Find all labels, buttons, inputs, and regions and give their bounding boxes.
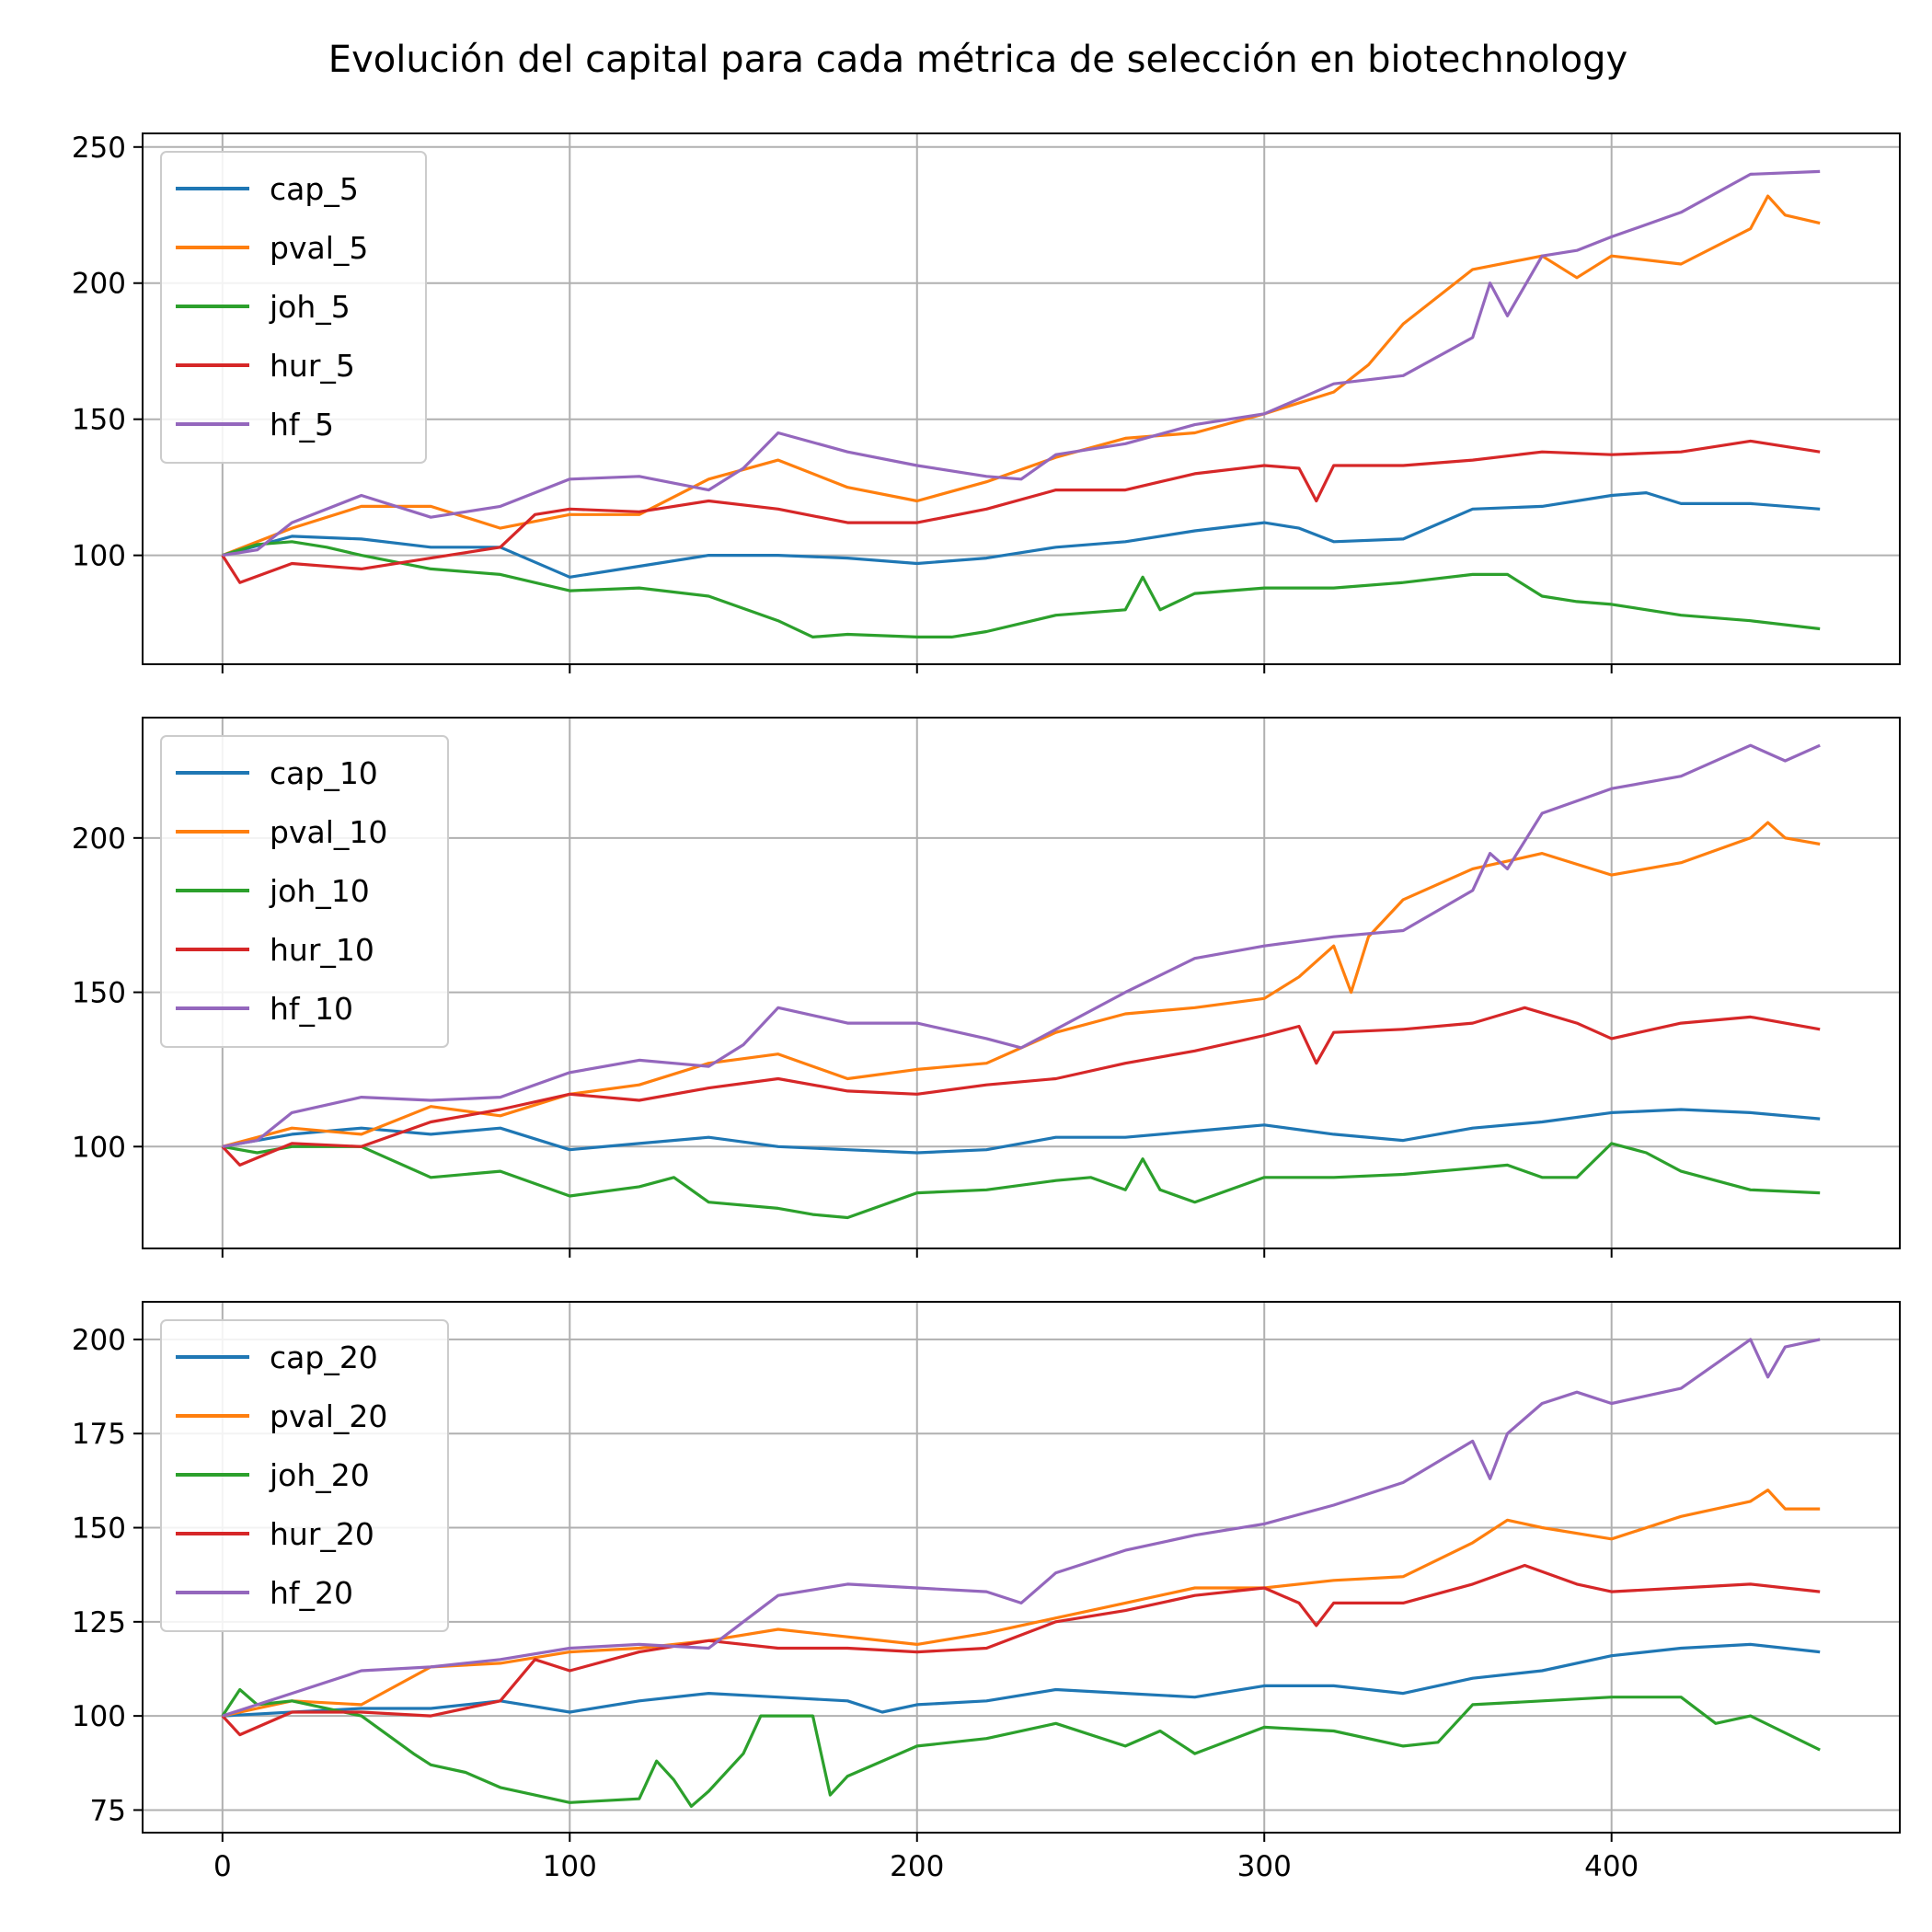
- legend-label-hf_5: hf_5: [270, 407, 334, 443]
- x-tick-label-2: 200: [890, 1850, 944, 1883]
- y-tick-label-2: 200: [72, 822, 126, 856]
- series-line-hur_5: [221, 439, 1821, 584]
- series-line-hur_20: [221, 1563, 1821, 1737]
- series-line-joh_10: [222, 1142, 1821, 1220]
- subplot-1: 100 150 200 250 cap_5 pval_5 joh_5 hur_5 hf_5: [72, 132, 1901, 673]
- y-tick-label-1: 150: [72, 404, 126, 437]
- series-line-hf_20: [222, 1338, 1821, 1718]
- y-tick-label-3: 250: [72, 132, 126, 165]
- y-tick-label-4: 175: [72, 1418, 126, 1451]
- axes-container: 100150200250cap_5pval_5joh_5hur_5hf_5100…: [72, 132, 1901, 1883]
- series-line-hf_5: [222, 169, 1821, 558]
- legend-box: [160, 1319, 449, 1632]
- legend-label-cap_5: cap_5: [270, 171, 359, 207]
- axes-frame: [142, 132, 1901, 665]
- series-lines: [221, 743, 1821, 1220]
- legend-label-hur_10: hur_10: [270, 932, 374, 968]
- series-line-pval_10: [222, 821, 1821, 1148]
- legend: cap_10 pval_10 joh_10 hur_10 hf_10: [160, 735, 449, 1048]
- x-tick-label-4: 400: [1584, 1850, 1639, 1883]
- plot-background: [143, 133, 1900, 664]
- legend-label-hf_10: hf_10: [270, 991, 353, 1027]
- series-line-cap_10: [222, 1108, 1821, 1155]
- y-tick-label-5: 200: [72, 1324, 126, 1357]
- legend-label-cap_10: cap_10: [270, 755, 378, 791]
- x-tick-label-3: 300: [1237, 1850, 1292, 1883]
- legend: cap_5 pval_5 joh_5 hur_5 hf_5: [160, 151, 427, 464]
- series-line-cap_5: [222, 490, 1821, 579]
- series-line-joh_5: [222, 540, 1821, 639]
- legend-label-hur_5: hur_5: [270, 348, 355, 384]
- series-line-hf_10: [222, 743, 1821, 1148]
- subplot-2: 100 150 200 cap_10 pval_10 joh_10 hur_10 hf_10: [72, 717, 1901, 1258]
- legend-box: [160, 151, 427, 464]
- y-tick-label-2: 125: [72, 1606, 126, 1639]
- legend-box: [160, 735, 449, 1048]
- x-tick-label-1: 100: [543, 1850, 597, 1883]
- subplot-3: 0 100 200 300 400 75 100 125 150 175 200 cap_20pval…: [72, 1301, 1901, 1883]
- series-line-hur_10: [221, 1006, 1821, 1167]
- y-tick-label-1: 150: [72, 977, 126, 1010]
- legend-label-hf_20: hf_20: [270, 1575, 353, 1611]
- y-tick-label-3: 150: [72, 1512, 126, 1546]
- legend-label-cap_20: cap_20: [270, 1340, 378, 1375]
- series-line-joh_20: [221, 1687, 1821, 1809]
- legend-label-joh_20: joh_20: [269, 1457, 370, 1493]
- legend-label-pval_20: pval_20: [270, 1398, 387, 1434]
- x-tick-label-0: 0: [213, 1850, 232, 1883]
- legend-label-hur_20: hur_20: [270, 1516, 374, 1552]
- y-tick-label-2: 200: [72, 268, 126, 301]
- legend-label-pval_5: pval_5: [270, 230, 368, 266]
- legend: cap_20 pval_20 joh_20 hur_20 hf_20: [160, 1319, 449, 1632]
- y-tick-label-1: 100: [72, 1700, 126, 1733]
- legend-label-pval_10: pval_10: [270, 814, 387, 850]
- axes-frame: [142, 1301, 1901, 1834]
- y-tick-label-0: 100: [72, 540, 126, 573]
- series-lines: [221, 169, 1821, 639]
- axes-frame: [142, 717, 1901, 1249]
- series-lines: [221, 1338, 1821, 1809]
- y-tick-label-0: 75: [90, 1794, 126, 1827]
- legend-label-joh_5: joh_5: [269, 289, 351, 325]
- y-tick-label-0: 100: [72, 1131, 126, 1164]
- series-line-pval_20: [222, 1488, 1821, 1718]
- legend-label-joh_10: joh_10: [269, 873, 370, 909]
- chart-title: Evolución del capital para cada métrica …: [328, 39, 1627, 81]
